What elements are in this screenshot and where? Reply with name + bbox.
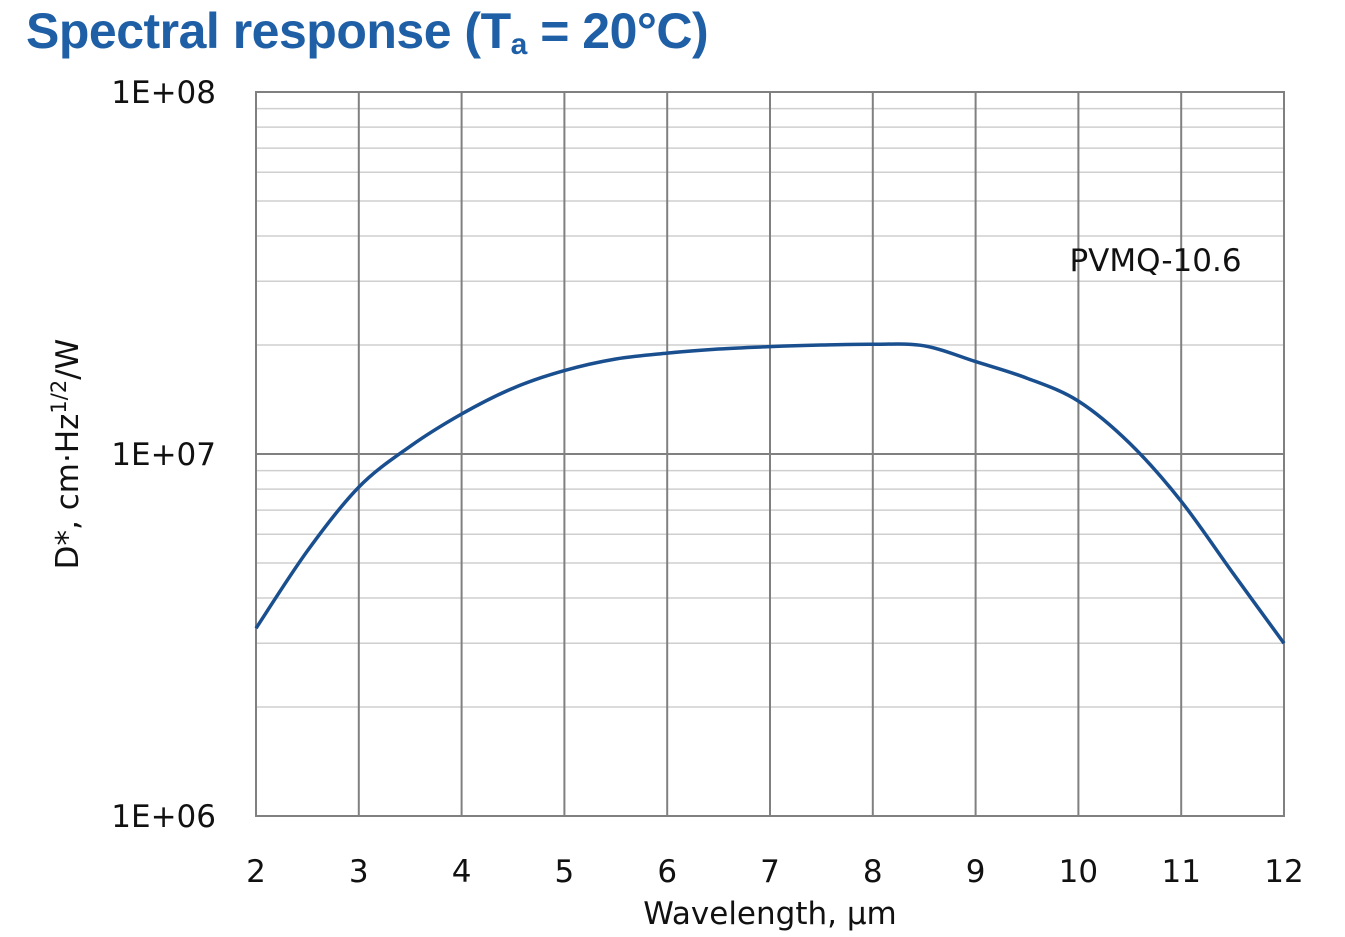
y-axis-label: D*, cm·Hz1/2/W [47, 339, 86, 570]
y-tick-label: 1E+06 [111, 799, 216, 835]
y-tick-label: 1E+07 [111, 437, 216, 473]
x-axis-label: Wavelength, µm [643, 896, 897, 932]
x-tick-label: 10 [1059, 854, 1098, 890]
x-tick-labels: 2 3 4 5 6 7 8 9 10 11 12 [246, 854, 1304, 890]
x-tick-label: 12 [1264, 854, 1303, 890]
y-tick-label: 1E+08 [111, 75, 216, 111]
chart-title: Spectral response (Ta = 20°C) [26, 3, 709, 61]
series-label: PVMQ-10.6 [1069, 243, 1241, 279]
x-tick-label: 2 [246, 854, 266, 890]
x-tick-label: 7 [760, 854, 780, 890]
x-tick-label: 5 [555, 854, 575, 890]
plot-frame [255, 91, 1285, 817]
x-tick-label: 8 [863, 854, 883, 890]
y-tick-labels: 1E+06 1E+07 1E+08 [111, 75, 216, 835]
series-layer: PVMQ-10.6 [254, 243, 1286, 645]
x-tick-label: 9 [966, 854, 986, 890]
x-tick-label: 3 [349, 854, 369, 890]
x-tick-label: 6 [657, 854, 677, 890]
x-tick-label: 11 [1161, 854, 1200, 890]
x-tick-label: 4 [452, 854, 472, 890]
series-line-pvmq-10-6 [254, 342, 1286, 645]
